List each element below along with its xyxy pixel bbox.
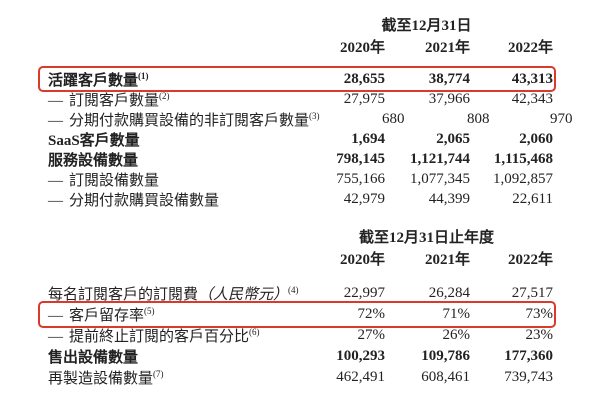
column-header-2022: 2022年 [507,40,553,56]
row-label: — 分期付款購買設備的非訂閱客戶數量(3) [48,110,320,129]
row-value: 43,313 [511,70,553,87]
table2-period-header-row: 截至12月31日止年度 [48,226,553,246]
row-value: 739,743 [504,369,553,385]
table2-period-header: 截至12月31日止年度 [358,230,494,246]
column-header-2021: 2021年 [424,40,470,56]
table2-year-header-row: 2020年 2021年 2022年 [48,248,553,268]
table-row-remanufactured-devices: 再製造設備數量(7) 462,491 608,461 739,743 [48,367,553,388]
row-value: 22,997 [343,285,385,301]
row-value: 23% [525,327,554,343]
row-value: 38,774 [428,70,470,87]
column-header-2022: 2022年 [507,252,553,268]
row-value: 100,293 [336,348,385,364]
row-value: 462,491 [336,369,385,385]
dash-prefix: — [48,92,63,109]
row-label-unit: （人民幣元） [198,287,289,303]
dash-prefix: — [48,112,63,129]
row-value: 72% [357,306,386,322]
row-value: 109,786 [421,348,470,364]
row-value: 26,284 [428,285,470,301]
row-value: 1,092,857 [493,170,553,187]
dash-prefix: — [48,308,63,324]
footnote-marker: (3) [309,110,320,121]
row-value: 177,360 [504,348,553,364]
row-value: 1,077,345 [410,170,470,187]
table-row-installment-devices: — 分期付款購買設備數量 42,979 44,399 22,611 [48,189,553,209]
row-value: 2,065 [436,130,470,147]
column-header-2021: 2021年 [424,252,470,268]
column-header-2020: 2020年 [339,252,385,268]
footnote-marker: (1) [138,70,149,81]
row-value: 798,145 [336,150,385,167]
customer-metrics-table: 截至12月31日 2020年 2021年 2022年 活躍客戶數量(1) 28,… [38,14,573,209]
footnote-marker: (7) [153,369,164,379]
row-label: SaaS客戶數量 [48,132,140,149]
dash-prefix: — [48,329,63,345]
footnote-marker: (2) [159,90,170,101]
row-value: 73% [525,306,554,322]
row-label: — 分期付款購買設備數量 [48,192,220,209]
row-value: 28,655 [343,70,385,87]
table-row-devices-in-service: 服務設備數量 798,145 1,121,744 1,115,468 [48,149,553,169]
row-value: 37,966 [428,90,470,107]
dash-prefix: — [48,192,63,209]
table-row-subscription-devices: — 訂閱設備數量 755,166 1,077,345 1,092,857 [48,169,553,189]
row-value: 42,979 [343,190,385,207]
row-value: 970 [550,110,573,127]
dash-prefix: — [48,172,63,189]
row-value: 22,611 [512,190,553,207]
row-label: — 提前終止訂閱的客戶百分比(6) [48,327,260,346]
row-value: 1,121,744 [410,150,470,167]
table1-period-header-row: 截至12月31日 [48,14,553,34]
row-value: 27,517 [511,285,553,301]
annual-metrics-table: 截至12月31日止年度 2020年 2021年 2022年 每名訂閱客戶的訂閱費… [38,226,556,388]
row-value: 44,399 [428,190,470,207]
footnote-marker: (6) [249,327,260,337]
row-value: 680 [382,110,405,127]
table-row-subscription-fee: 每名訂閱客戶的訂閱費（人民幣元）(4) 22,997 26,284 27,517 [48,283,553,304]
table-row-installment-nonsub-customers: — 分期付款購買設備的非訂閱客戶數量(3) 680 808 970 [48,109,573,129]
table1-year-header-row: 2020年 2021年 2022年 [48,36,553,56]
table1-rows: 活躍客戶數量(1) 28,655 38,774 43,313 — 訂閱客戶數量(2… [38,66,573,209]
table-row-saas-customers: SaaS客戶數量 1,694 2,065 2,060 [48,129,553,149]
row-value: 608,461 [421,369,470,385]
row-label: 每名訂閱客戶的訂閱費（人民幣元）(4) [48,285,299,304]
row-value: 42,343 [511,90,553,107]
row-label: 活躍客戶數量(1) [48,70,149,89]
row-value: 808 [467,110,490,127]
table-row-active-customers: 活躍客戶數量(1) 28,655 38,774 43,313 [38,66,556,92]
row-value: 27% [357,327,386,343]
footnote-marker: (4) [288,285,299,295]
row-value: 27,975 [343,90,385,107]
row-value: 755,166 [336,170,385,187]
column-header-2020: 2020年 [339,40,385,56]
table-row-early-termination-percentage: — 提前終止訂閱的客戶百分比(6) 27% 26% 23% [48,325,553,346]
table2-rows: 每名訂閱客戶的訂閱費（人民幣元）(4) 22,997 26,284 27,517… [38,283,556,388]
row-value: 71% [442,306,471,322]
table1-period-header: 截至12月31日 [381,18,472,34]
footnote-marker: (5) [144,306,155,316]
row-label: — 訂閱客戶數量(2) [48,90,170,109]
row-value: 1,115,468 [493,150,553,167]
row-value: 26% [442,327,471,343]
row-label: — 訂閱設備數量 [48,172,160,189]
row-value: 2,060 [519,130,553,147]
row-label: — 客戶留存率(5) [48,306,155,325]
table-row-devices-sold: 售出設備數量 100,293 109,786 177,360 [48,346,553,367]
row-label: 服務設備數量 [48,152,139,169]
row-value: 1,694 [351,130,385,147]
table-row-customer-retention-rate: — 客戶留存率(5) 72% 71% 73% [38,301,556,328]
row-label: 再製造設備數量(7) [48,369,164,388]
row-label: 售出設備數量 [48,350,139,366]
table-row-subscription-customers: — 訂閱客戶數量(2) 27,975 37,966 42,343 [48,89,553,109]
